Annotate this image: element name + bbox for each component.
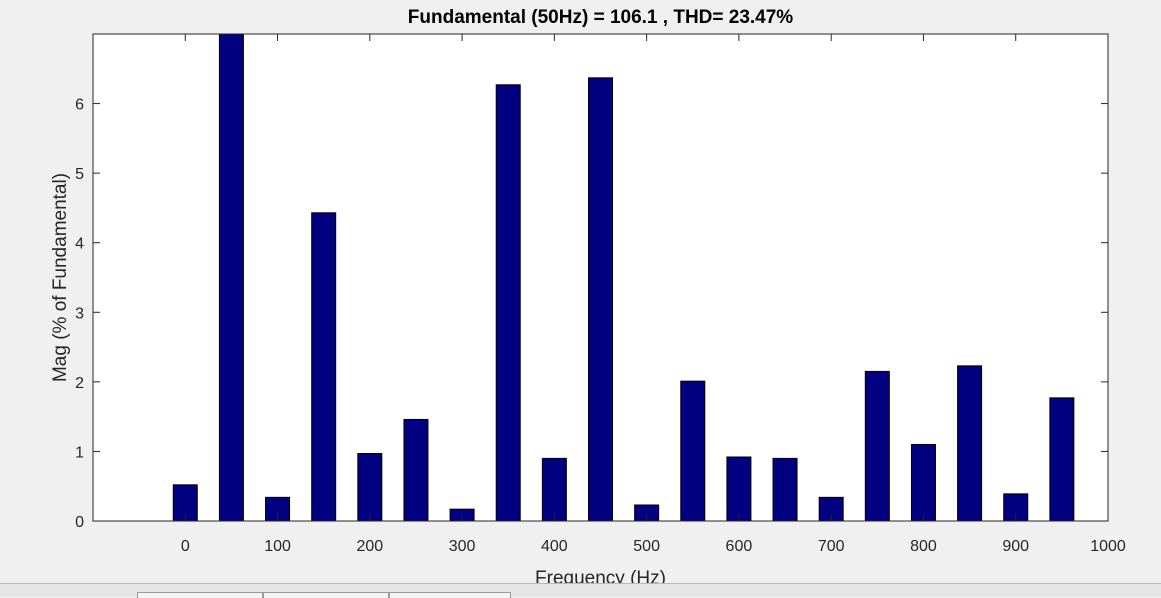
x-tick-label: 200 [356,538,383,555]
toolbar-tab[interactable] [137,592,263,598]
bar-50hz [218,33,244,522]
y-tick-label: 3 [75,305,84,322]
y-tick-label: 5 [75,166,84,183]
y-axis-label: Mag (% of Fundamental) [50,173,71,382]
bar-150hz [311,212,337,522]
plot-frame [92,33,1109,522]
toolbar-tab[interactable] [263,592,389,598]
bar-250hz [403,418,429,522]
bar-950hz [1049,397,1075,522]
bar-750hz [864,370,890,522]
bar-350hz [495,84,521,522]
x-tick-label: 1000 [1090,538,1126,555]
figure-bottom-toolbar [0,583,1161,598]
bars-group [172,33,1075,522]
y-tick-label: 2 [75,375,84,392]
bar-800hz [910,443,936,522]
x-tick-label: 500 [633,538,660,555]
y-tick-label: 4 [75,236,84,253]
x-tick-label: 100 [264,538,291,555]
x-tick-label: 300 [449,538,476,555]
bar-200hz [357,453,383,522]
y-tick-label: 6 [75,97,84,114]
x-tick-label: 900 [1002,538,1029,555]
bar-450hz [588,77,613,522]
x-tick-label: 400 [541,538,568,555]
bar-600hz [726,456,752,522]
y-tick-label: 0 [75,514,84,531]
chart-title: Fundamental (50Hz) = 106.1 , THD= 23.47% [408,7,794,28]
toolbar-tab[interactable] [389,592,511,598]
bar-400hz [541,457,567,522]
x-tick-label: 700 [818,538,845,555]
x-tick-label: 0 [181,538,190,555]
x-tick-label: 800 [910,538,937,555]
y-tick-label: 1 [75,444,84,461]
bar-550hz [680,380,706,522]
bar-850hz [957,365,983,522]
bar-650hz [772,457,798,522]
x-tick-label: 600 [726,538,753,555]
